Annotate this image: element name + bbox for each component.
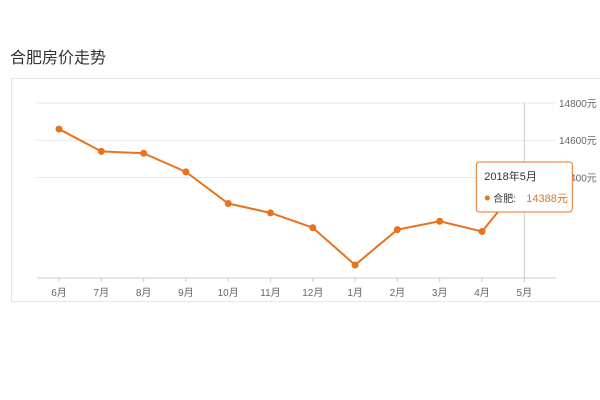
x-tick-label: 7月 <box>94 287 110 299</box>
x-tick-label: 6月 <box>51 287 67 299</box>
x-tick-label: 4月 <box>474 287 490 299</box>
x-tick-label: 1月 <box>347 287 363 299</box>
tooltip-value: 14388元 <box>526 193 568 205</box>
data-point <box>97 147 105 155</box>
tooltip-title: 2018年5月 <box>484 169 537 183</box>
data-point <box>55 125 63 133</box>
chart-frame <box>11 78 600 302</box>
data-point <box>182 168 190 176</box>
series-layer <box>55 125 532 269</box>
tooltip-series-dot <box>484 195 490 201</box>
data-point <box>478 227 486 235</box>
x-tick-label: 10月 <box>218 287 239 299</box>
x-tick-label: 9月 <box>178 287 194 299</box>
tooltip-series-label: 合肥: <box>493 192 516 205</box>
y-tick-label: 14800元 <box>559 99 597 110</box>
x-tick-label: 12月 <box>302 287 323 299</box>
data-point <box>351 261 359 269</box>
data-point <box>140 149 148 157</box>
x-tick-label: 2月 <box>390 287 406 299</box>
series-line-hefei <box>58 128 526 266</box>
data-point <box>436 217 444 225</box>
x-tick-label: 11月 <box>260 287 280 299</box>
data-point <box>309 224 317 232</box>
data-point <box>393 226 401 234</box>
page-title: 合肥房价走势 <box>10 50 107 67</box>
x-tick-label: 3月 <box>432 287 448 299</box>
x-tick-label: 8月 <box>136 287 152 299</box>
data-point <box>224 200 232 208</box>
tooltip-box <box>475 161 573 213</box>
data-point <box>267 209 274 217</box>
axis-layer: 14400元 14600元 14800元 6月 7月 8月 9月 10月 11月 12月 1月 2月 3… <box>37 99 597 299</box>
y-tick-label: 14600元 <box>559 136 597 147</box>
x-tick-label: 5月 <box>517 287 533 299</box>
y-tick-label: 14400元 <box>559 173 597 184</box>
